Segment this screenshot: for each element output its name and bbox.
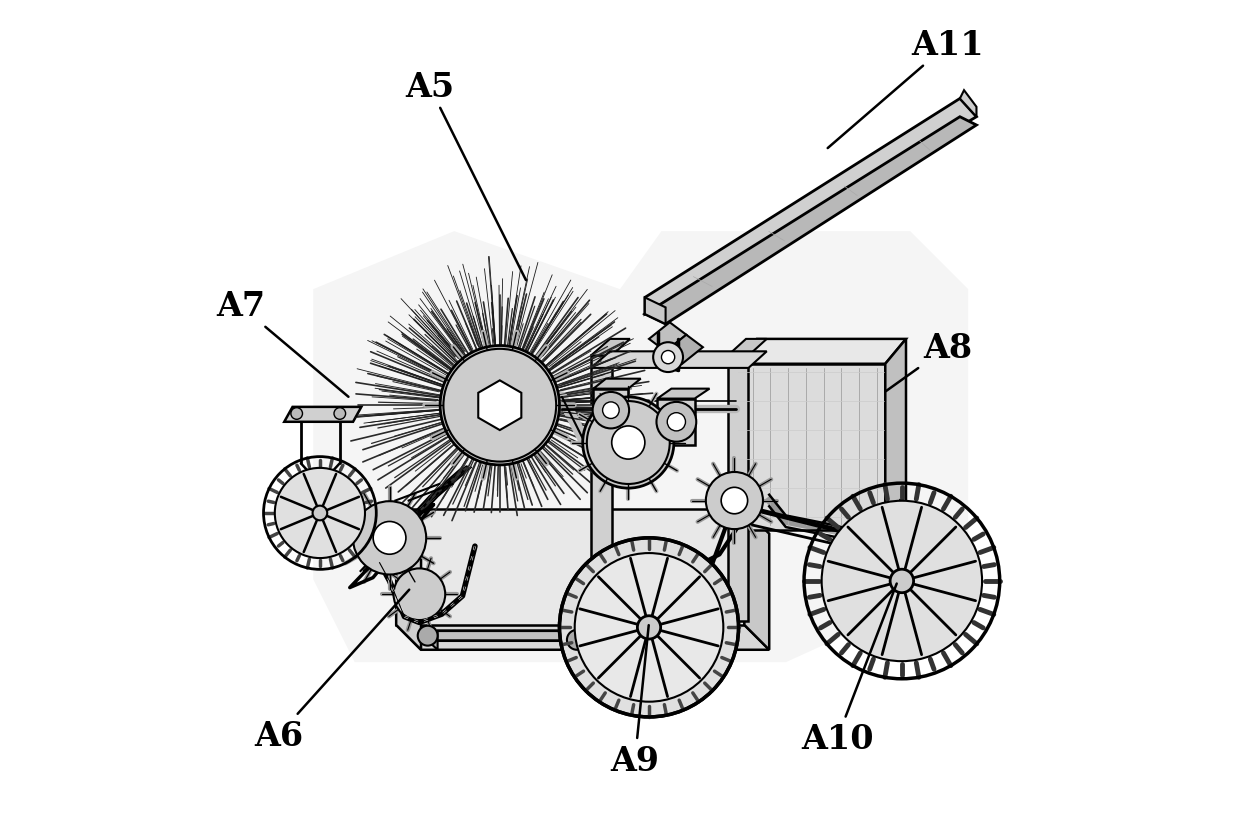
Circle shape	[603, 402, 619, 419]
Circle shape	[291, 408, 303, 420]
Text: A5: A5	[404, 70, 526, 281]
Polygon shape	[594, 389, 629, 432]
Polygon shape	[728, 339, 766, 356]
Polygon shape	[591, 339, 630, 356]
Text: A6: A6	[254, 590, 409, 752]
Polygon shape	[479, 381, 521, 431]
Circle shape	[890, 570, 914, 593]
Polygon shape	[284, 407, 361, 422]
Polygon shape	[591, 356, 611, 621]
Polygon shape	[737, 339, 906, 364]
Polygon shape	[657, 389, 709, 399]
Circle shape	[559, 538, 739, 717]
Circle shape	[275, 469, 365, 558]
Polygon shape	[645, 99, 976, 315]
Polygon shape	[314, 232, 968, 662]
Circle shape	[418, 626, 438, 646]
Circle shape	[611, 426, 645, 460]
Circle shape	[656, 402, 697, 442]
Circle shape	[653, 343, 683, 373]
Polygon shape	[591, 352, 766, 368]
Polygon shape	[744, 509, 769, 650]
Circle shape	[587, 402, 670, 484]
Text: A11: A11	[827, 29, 983, 149]
Polygon shape	[567, 631, 577, 650]
Circle shape	[722, 488, 748, 514]
Circle shape	[574, 553, 723, 702]
Polygon shape	[645, 118, 976, 325]
Text: A9: A9	[610, 625, 660, 777]
Circle shape	[393, 569, 445, 620]
Polygon shape	[960, 91, 976, 118]
Polygon shape	[649, 323, 686, 352]
Text: A8: A8	[885, 331, 972, 392]
Circle shape	[353, 502, 427, 575]
Polygon shape	[396, 509, 422, 650]
Polygon shape	[428, 631, 577, 641]
Polygon shape	[885, 339, 906, 530]
Polygon shape	[657, 399, 694, 445]
Circle shape	[667, 413, 686, 431]
Text: A7: A7	[216, 290, 348, 397]
Text: A10: A10	[801, 584, 897, 755]
Polygon shape	[396, 509, 744, 625]
Polygon shape	[645, 298, 666, 325]
Polygon shape	[666, 335, 703, 364]
Circle shape	[637, 616, 661, 639]
Circle shape	[444, 349, 557, 462]
Circle shape	[334, 408, 346, 420]
Circle shape	[440, 346, 559, 465]
Circle shape	[567, 630, 587, 650]
Polygon shape	[737, 364, 885, 530]
Polygon shape	[594, 379, 641, 389]
Polygon shape	[428, 631, 438, 650]
Polygon shape	[396, 625, 769, 650]
Circle shape	[661, 351, 675, 364]
Circle shape	[706, 473, 763, 529]
Circle shape	[583, 397, 673, 489]
Polygon shape	[728, 356, 749, 621]
Circle shape	[822, 501, 982, 662]
Circle shape	[312, 506, 327, 521]
Circle shape	[593, 392, 629, 429]
Circle shape	[373, 522, 405, 555]
